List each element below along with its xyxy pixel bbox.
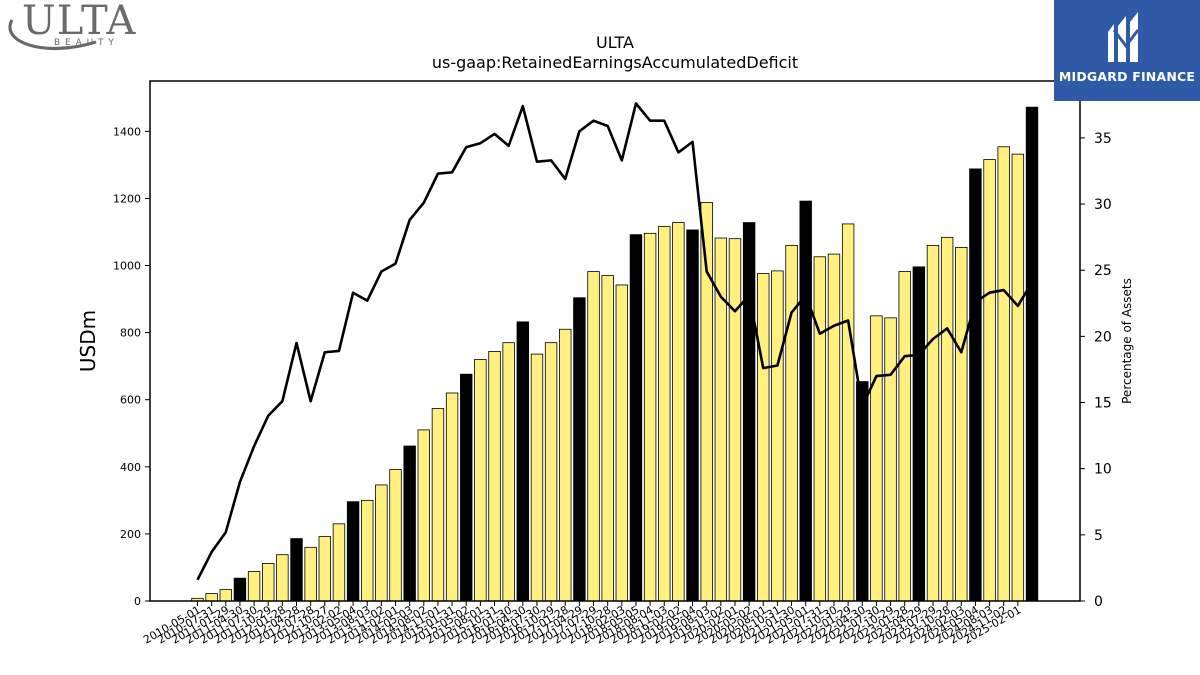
y-axis-label: USDm — [76, 310, 100, 372]
bar — [643, 232, 657, 602]
bar — [856, 381, 869, 602]
bar — [884, 317, 897, 602]
bar — [573, 297, 586, 602]
bar — [205, 593, 218, 602]
y2-tick-label: 30 — [1094, 197, 1112, 213]
bar — [827, 253, 841, 602]
y2-tick-label: 35 — [1094, 131, 1112, 147]
bar — [474, 359, 487, 602]
bar — [488, 350, 501, 602]
bar — [785, 244, 798, 602]
y2-tick-label: 5 — [1094, 528, 1103, 544]
bar — [445, 392, 459, 602]
bar — [940, 236, 954, 602]
bar — [983, 159, 996, 602]
bar — [346, 501, 360, 602]
line-series — [196, 102, 1034, 581]
bar — [332, 523, 346, 602]
bar-series — [191, 106, 1039, 602]
ulta-logo-subtext: B E A U T Y — [54, 38, 115, 48]
bar — [997, 146, 1010, 602]
bar — [233, 577, 247, 602]
bar — [615, 284, 629, 602]
bar — [516, 321, 530, 602]
y-axis-right: 0 5 10 15 20 25 30 35 — [1080, 131, 1112, 610]
y-tick-label: 400 — [120, 461, 141, 474]
bar — [318, 536, 332, 602]
bar — [742, 222, 756, 602]
y-tick-label: 800 — [120, 327, 141, 340]
bar — [460, 373, 473, 602]
bar — [431, 408, 445, 602]
y-axis-left: 0 200 400 600 800 1000 1200 1400 — [113, 125, 150, 608]
bar — [841, 223, 855, 602]
bar — [912, 266, 926, 602]
bar — [587, 271, 600, 602]
bar — [728, 238, 742, 602]
chart-title: ULTA — [596, 33, 634, 52]
bar — [771, 270, 784, 602]
midgard-finance-wordmark: MIDGARD FINANCE — [1058, 69, 1196, 84]
bar — [926, 244, 940, 602]
y-tick-label: 600 — [120, 394, 141, 407]
bar — [417, 429, 431, 602]
bar — [219, 589, 232, 602]
bar — [361, 499, 374, 602]
bar — [799, 200, 812, 602]
bar — [601, 275, 614, 602]
bar — [262, 563, 275, 602]
x-axis: 2010-05-012010-07-312011-01-292011-04-30… — [141, 601, 1023, 647]
y2-tick-label: 0 — [1094, 594, 1103, 610]
bar — [544, 342, 558, 602]
chart-subtitle: us-gaap:RetainedEarningsAccumulatedDefic… — [432, 53, 798, 72]
y2-tick-label: 25 — [1094, 263, 1112, 279]
y2-tick-label: 10 — [1094, 462, 1112, 478]
bar — [813, 256, 827, 602]
bar — [969, 168, 982, 602]
bar — [403, 445, 416, 602]
ulta-logo-wordmark: ULTA — [22, 0, 137, 44]
bar — [955, 246, 968, 602]
bar — [530, 353, 544, 602]
y-tick-label: 0 — [134, 595, 141, 608]
y2-axis-label: Percentage of Assets — [1120, 278, 1134, 404]
ulta-logo-swoosh-icon — [8, 19, 97, 51]
bar — [389, 469, 402, 602]
bar — [559, 328, 572, 602]
bar — [898, 271, 911, 602]
y2-tick-label: 15 — [1094, 396, 1112, 412]
bar — [304, 546, 317, 602]
y-tick-label: 1400 — [113, 125, 141, 138]
bar — [870, 315, 883, 602]
y-tick-label: 200 — [120, 528, 141, 541]
bar — [672, 222, 685, 602]
bar — [658, 226, 671, 602]
bar — [1025, 106, 1039, 602]
bar — [247, 571, 261, 602]
plot-frame — [149, 80, 1081, 602]
ulta-logo: ULTA B E A U T Y — [4, 0, 144, 58]
bar — [757, 273, 770, 602]
bar — [714, 237, 728, 602]
bar — [686, 229, 699, 602]
bar — [629, 234, 643, 602]
bar — [276, 554, 289, 602]
bar — [1011, 153, 1025, 602]
y2-tick-label: 20 — [1094, 329, 1112, 345]
y-tick-label: 1000 — [113, 260, 141, 273]
percentage-of-assets-line — [196, 102, 1034, 581]
bar — [290, 538, 303, 602]
bar — [375, 484, 388, 602]
y-tick-label: 1200 — [113, 192, 141, 205]
bar — [502, 342, 515, 602]
midgard-m-icon — [1108, 12, 1140, 62]
midgard-finance-logo: MIDGARD FINANCE — [1054, 0, 1200, 101]
